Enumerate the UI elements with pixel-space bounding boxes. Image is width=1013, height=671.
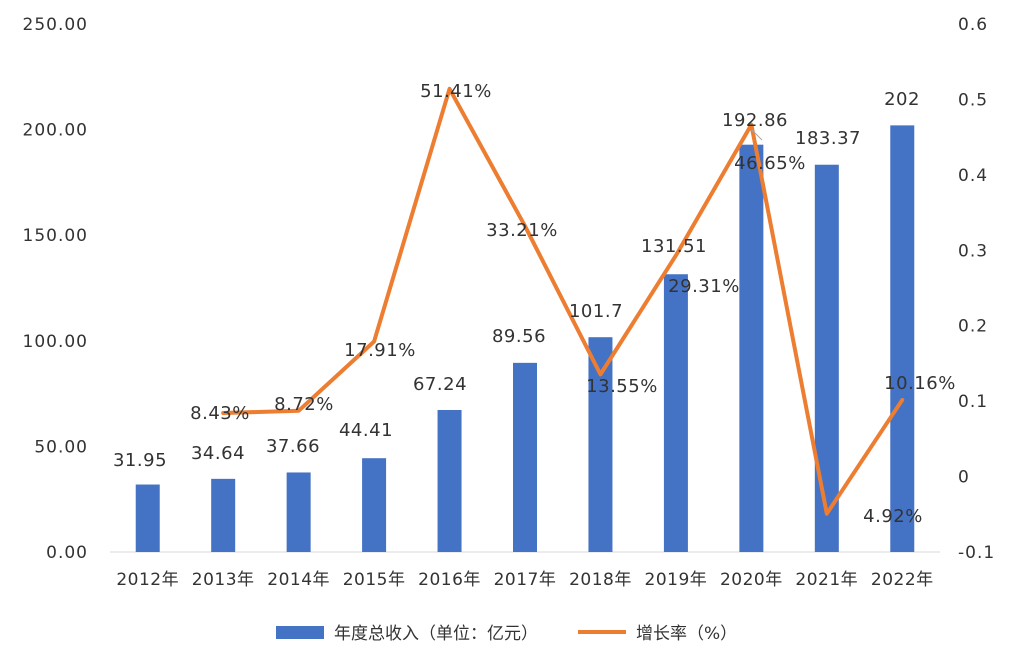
bar (890, 125, 915, 552)
x-tick-label: 2016年 (418, 570, 481, 590)
growth-rate-label: 13.55% (586, 376, 658, 397)
bar-value-label: 183.37 (795, 128, 861, 149)
left-axis-ticks: 0.00 50.00 100.00 150.00 200.00 250.00 (23, 15, 88, 563)
bar (286, 472, 311, 552)
bar-value-label: 89.56 (492, 326, 546, 347)
x-tick-label: 2013年 (192, 570, 255, 590)
growth-rate-line (221, 86, 905, 516)
y-right-tick-label: 0.1 (958, 392, 988, 412)
y-right-tick-label: -0.1 (958, 543, 995, 563)
growth-rate-label: 46.65% (734, 153, 806, 174)
bar (135, 484, 160, 552)
line-series (221, 86, 905, 516)
data-label-leader-line (751, 129, 763, 141)
bar-value-label: 37.66 (266, 436, 320, 457)
bar-data-labels: 31.95 34.64 37.66 44.41 67.24 89.56 101.7 131.5… (113, 89, 920, 471)
y-right-tick-label: 0 (958, 468, 970, 488)
growth-rate-label: 10.16% (884, 373, 956, 394)
bar (588, 337, 613, 552)
bar-value-label: 31.95 (113, 450, 167, 471)
growth-rate-label: 8.72% (274, 394, 334, 415)
bar (362, 458, 387, 552)
growth-rate-label: 4.92% (863, 506, 923, 527)
legend-swatch-bar (276, 626, 324, 639)
bar-value-label: 101.7 (569, 301, 623, 322)
right-axis-ticks: -0.1 0 0.1 0.2 0.3 0.4 0.5 0.6 (958, 15, 995, 563)
bar-value-label: 34.64 (191, 443, 245, 464)
y-right-tick-label: 0.5 (958, 90, 988, 110)
y-left-tick-label: 150.00 (23, 226, 88, 246)
x-tick-label: 2018年 (569, 570, 632, 590)
x-tick-label: 2017年 (494, 570, 557, 590)
growth-rate-label: 51.41% (420, 81, 492, 102)
y-right-tick-label: 0.4 (958, 166, 988, 186)
x-tick-label: 2022年 (871, 570, 934, 590)
legend-label-bar: 年度总收入（单位：亿元） (334, 624, 538, 644)
bar (513, 362, 537, 552)
bar (814, 164, 839, 552)
bar-value-label: 202 (884, 89, 920, 110)
y-right-tick-label: 0.2 (958, 317, 988, 337)
y-right-tick-label: 0.3 (958, 241, 988, 261)
bar-value-label: 44.41 (339, 420, 393, 441)
line-data-labels: 8.43% 8.72% 17.91% 51.41% 33.21% 13.55% 29.31%… (190, 81, 956, 527)
y-left-tick-label: 0.00 (46, 543, 88, 563)
y-left-tick-label: 200.00 (23, 121, 88, 141)
legend-label-line: 增长率（%） (636, 624, 737, 644)
bar (437, 409, 462, 552)
bar (739, 144, 764, 552)
y-right-tick-label: 0.6 (958, 15, 988, 35)
bar-value-label: 67.24 (413, 374, 467, 395)
x-tick-label: 2014年 (267, 570, 330, 590)
growth-rate-label: 29.31% (668, 276, 740, 297)
bar-series (135, 125, 915, 552)
x-tick-label: 2012年 (116, 570, 179, 590)
x-tick-label: 2019年 (645, 570, 708, 590)
growth-rate-label: 8.43% (190, 403, 250, 424)
bar (211, 478, 236, 552)
y-left-tick-label: 250.00 (23, 15, 88, 35)
x-tick-label: 2020年 (720, 570, 783, 590)
bar-value-label: 192.86 (722, 110, 788, 131)
growth-rate-label: 17.91% (344, 340, 416, 361)
legend: 年度总收入（单位：亿元） 增长率（%） (276, 624, 737, 644)
growth-rate-label: 33.21% (486, 220, 558, 241)
y-left-tick-label: 50.00 (34, 437, 88, 457)
y-left-tick-label: 100.00 (23, 332, 88, 352)
bar-value-label: 131.51 (641, 236, 707, 257)
x-tick-label: 2015年 (343, 570, 406, 590)
category-labels: 2012年 2013年 2014年 2015年 2016年 2017年 2018年 2019年… (116, 570, 933, 590)
x-tick-label: 2021年 (795, 570, 858, 590)
bar (663, 274, 688, 552)
